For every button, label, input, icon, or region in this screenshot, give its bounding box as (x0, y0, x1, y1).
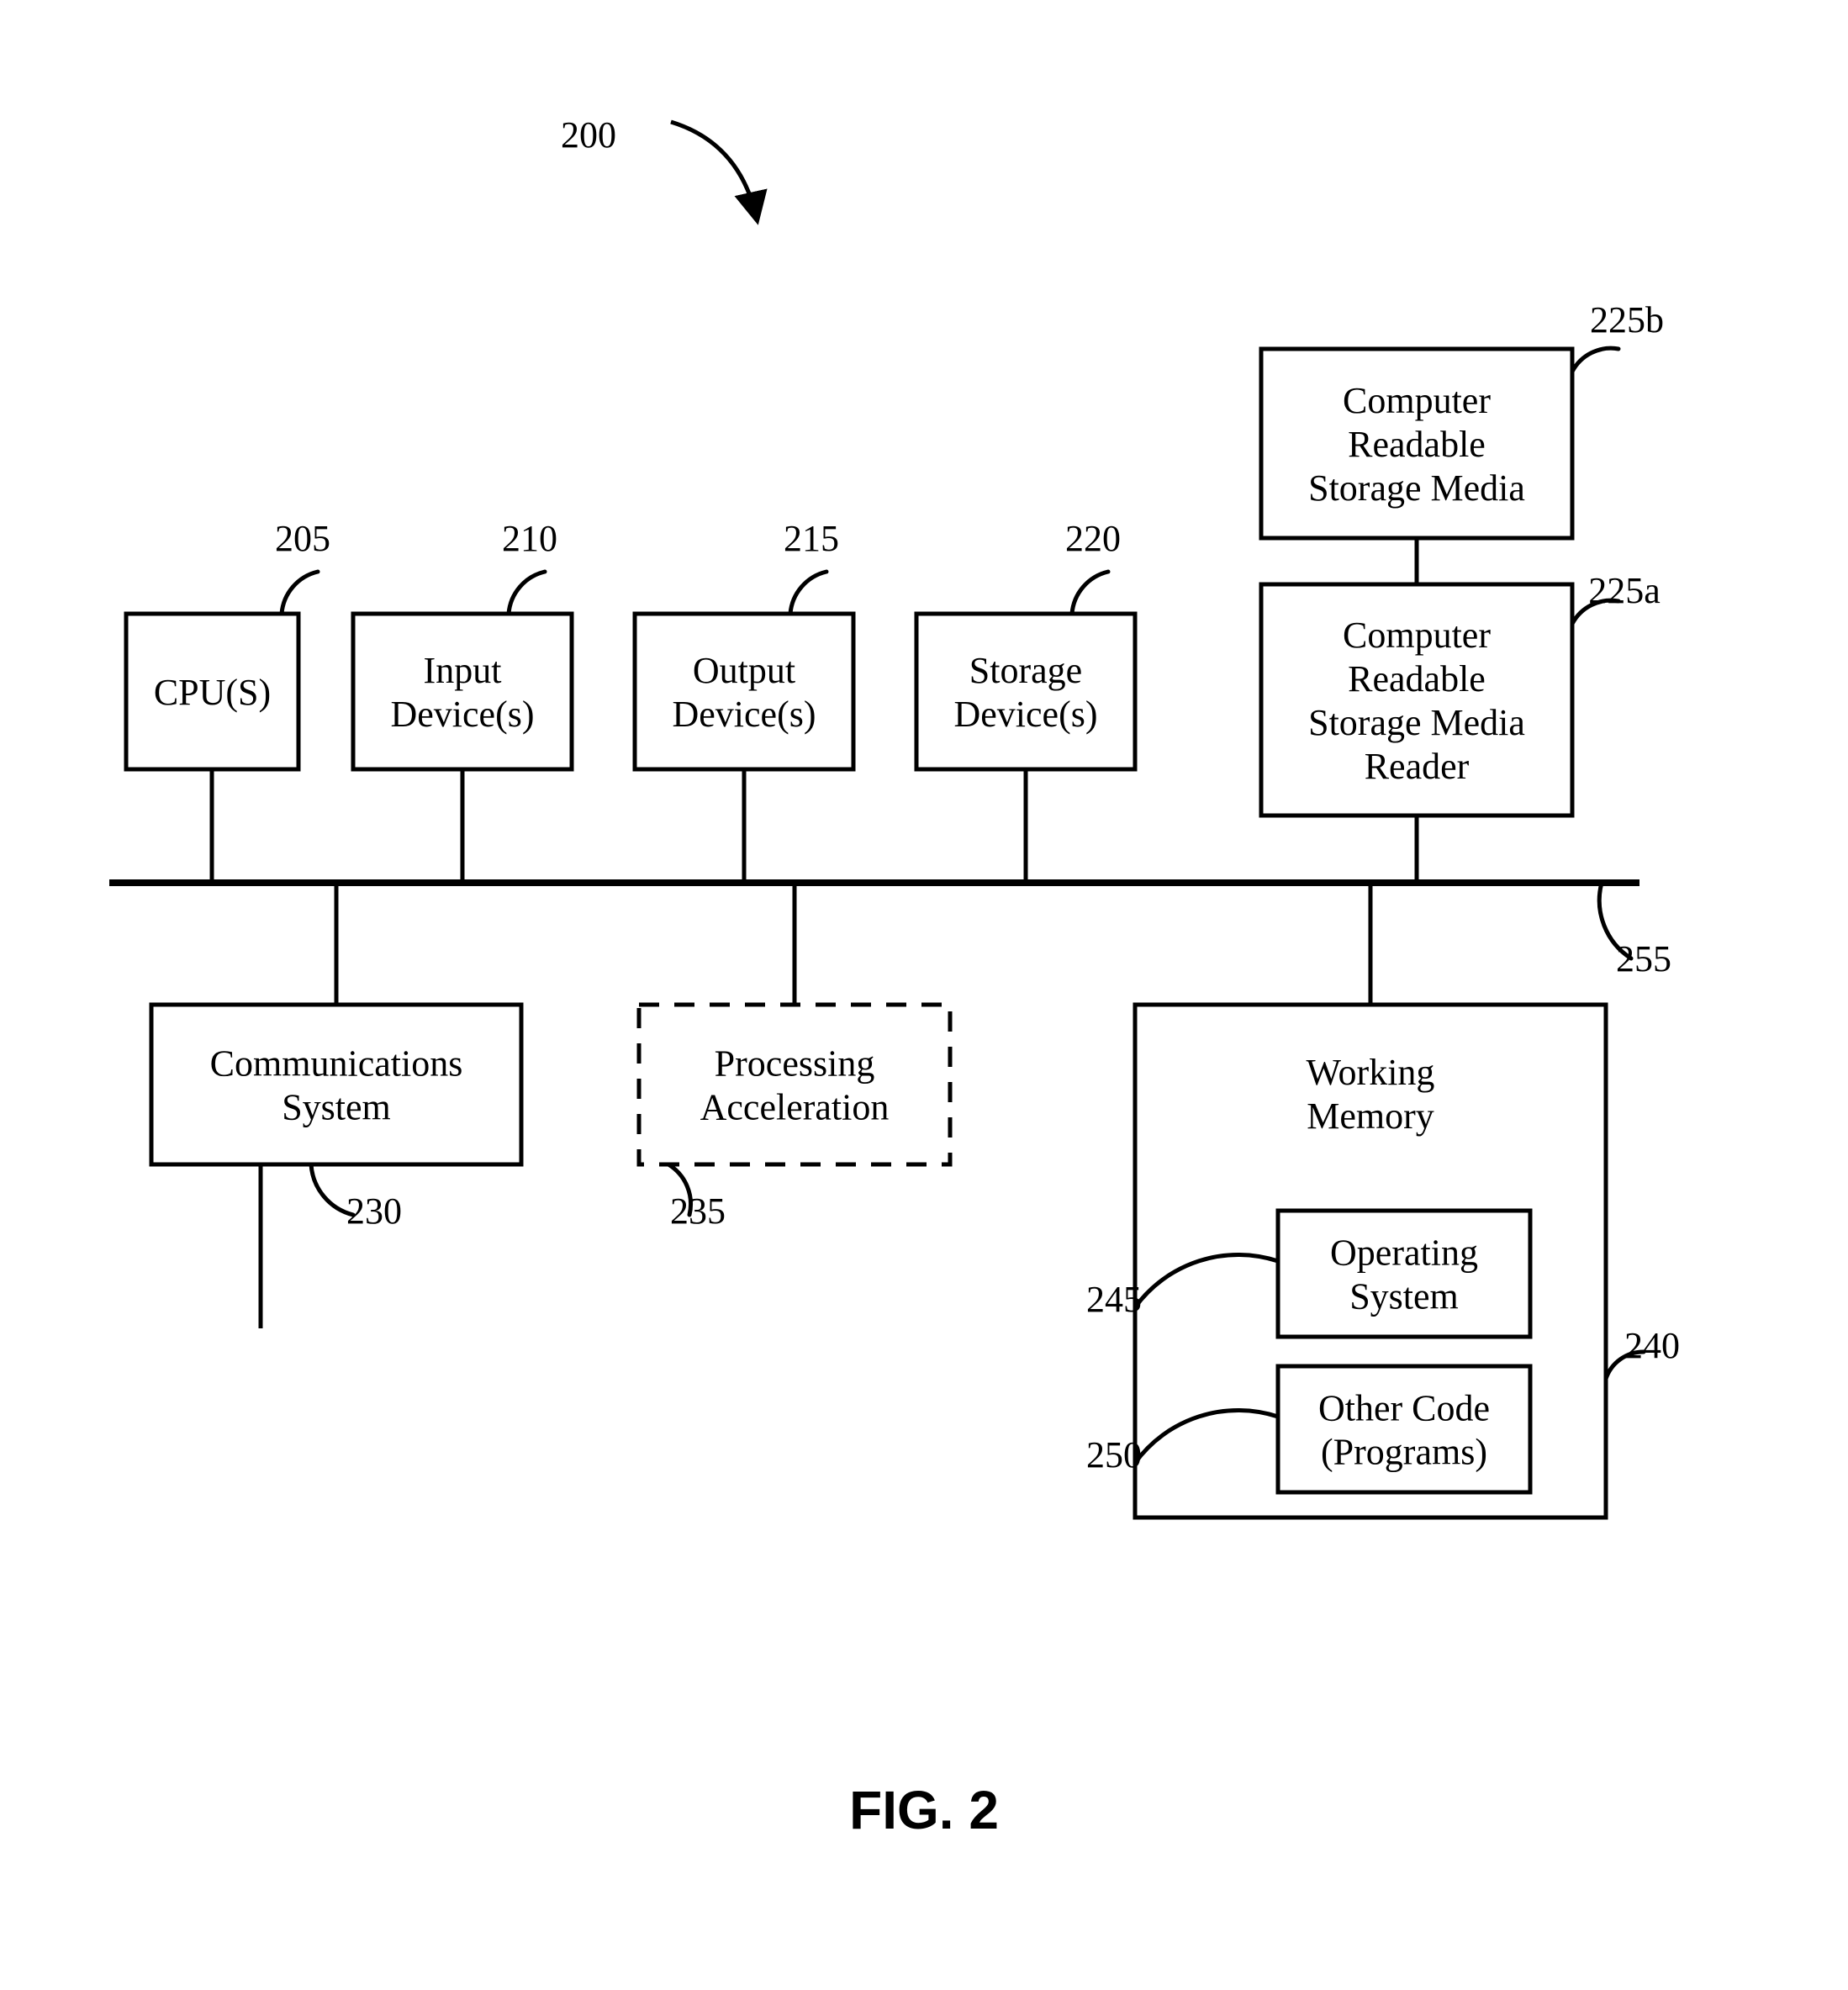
os-ref-label: 245 (1086, 1279, 1142, 1320)
output-ref-label: 215 (784, 518, 839, 559)
comm-box (151, 1005, 521, 1164)
media-ref-label: 225b (1590, 299, 1664, 340)
os-label-line-1: System (1349, 1275, 1459, 1317)
media-label-line-2: Storage Media (1308, 467, 1525, 509)
input-ref-label: 210 (502, 518, 557, 559)
output-label-line-0: Output (693, 650, 795, 691)
storage-ref-label: 220 (1065, 518, 1121, 559)
os-box (1278, 1211, 1530, 1337)
diagram-bg (0, 0, 1848, 1990)
reader-label-line-3: Reader (1365, 746, 1470, 787)
reader-label-line-1: Readable (1348, 658, 1486, 699)
bus-ref-label: 255 (1616, 938, 1671, 979)
comm-label-line-1: System (282, 1086, 391, 1127)
output-label-line-1: Device(s) (672, 694, 816, 735)
storage-label-line-0: Storage (969, 650, 1082, 691)
cpu-ref-label: 205 (275, 518, 330, 559)
accel-box (639, 1005, 950, 1164)
other-box (1278, 1366, 1530, 1492)
other-ref-label: 250 (1086, 1434, 1142, 1475)
workmem-label-line-0: Working (1307, 1052, 1435, 1093)
reader-label-line-0: Computer (1343, 615, 1491, 656)
workmem-ref-label: 240 (1624, 1325, 1680, 1366)
input-box (353, 614, 572, 769)
figure-ref-label: 200 (561, 114, 616, 156)
comm-ref-label: 230 (346, 1190, 402, 1232)
workmem-label-line-1: Memory (1307, 1095, 1434, 1137)
reader-label-line-2: Storage Media (1308, 702, 1525, 743)
output-box (635, 614, 853, 769)
storage-label-line-1: Device(s) (953, 694, 1097, 735)
other-label-line-0: Other Code (1318, 1387, 1490, 1428)
figure-diagram: CPU(S)InputDevice(s)OutputDevice(s)Stora… (0, 0, 1848, 1990)
comm-label-line-0: Communications (210, 1043, 463, 1084)
accel-label-line-0: Processing (715, 1043, 875, 1084)
media-label-line-0: Computer (1343, 380, 1491, 421)
input-label-line-1: Device(s) (390, 694, 534, 735)
other-label-line-1: (Programs) (1321, 1431, 1487, 1472)
input-label-line-0: Input (424, 650, 502, 691)
figure-title: FIG. 2 (849, 1780, 999, 1840)
diagram-layer: CPU(S)InputDevice(s)OutputDevice(s)Stora… (0, 0, 1848, 1990)
os-label-line-0: Operating (1330, 1232, 1478, 1273)
cpu-label-line-0: CPU(S) (154, 672, 271, 713)
accel-label-line-1: Acceleration (700, 1086, 890, 1127)
accel-ref-label: 235 (670, 1190, 726, 1232)
media-label-line-1: Readable (1348, 424, 1486, 465)
reader-ref-label: 225a (1588, 570, 1661, 611)
storage-box (916, 614, 1135, 769)
